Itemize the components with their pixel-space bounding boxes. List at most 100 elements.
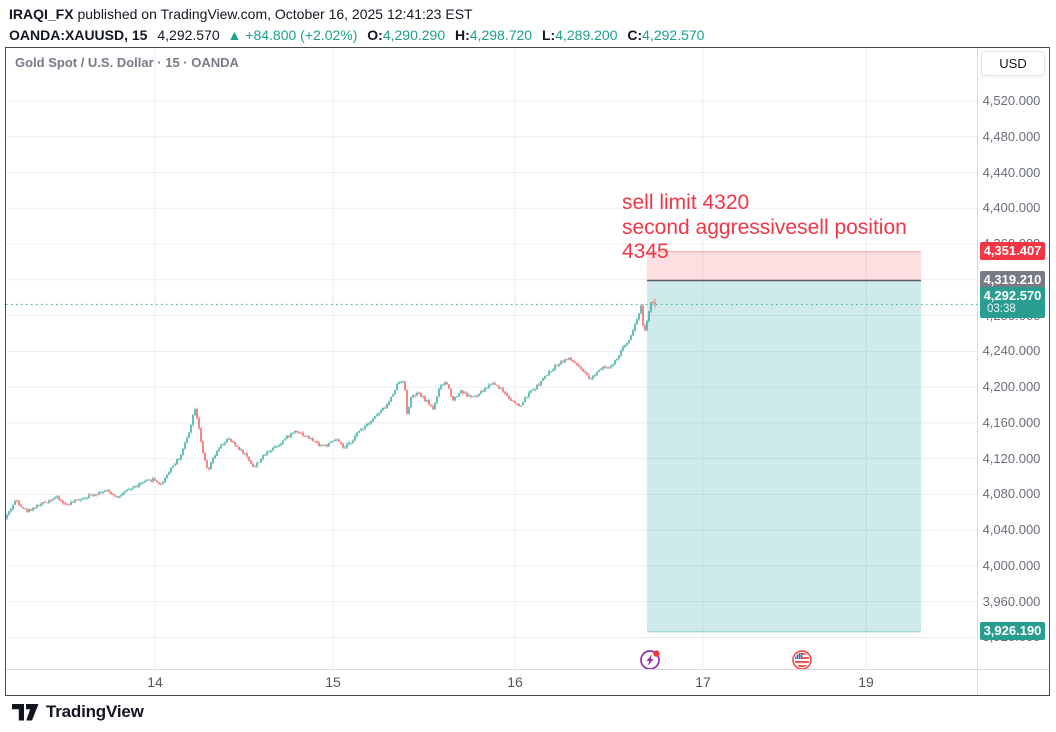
candle-body bbox=[40, 503, 42, 506]
candle-body bbox=[568, 357, 570, 360]
candle-body bbox=[116, 496, 118, 498]
candle-body bbox=[334, 439, 336, 442]
time-axis[interactable]: 14 15 16 17 19 bbox=[6, 669, 977, 695]
candle-body bbox=[518, 403, 520, 407]
candle-body bbox=[224, 442, 226, 445]
economic-event-lightning-icon[interactable] bbox=[640, 650, 660, 669]
candle-wick bbox=[228, 437, 230, 441]
candle-body bbox=[264, 455, 266, 456]
candle-body bbox=[30, 508, 32, 511]
candle-body bbox=[82, 498, 84, 500]
high-value: 4,298.720 bbox=[469, 27, 533, 43]
candle-body bbox=[252, 463, 254, 467]
publisher-line: IRAQI_FX published on TradingView.com, O… bbox=[9, 5, 704, 24]
candle-body bbox=[48, 500, 50, 503]
short-position-profit-zone[interactable] bbox=[647, 280, 921, 632]
candle-body bbox=[316, 441, 318, 443]
candle-body bbox=[496, 384, 498, 386]
candle-body bbox=[70, 501, 72, 505]
candle-body bbox=[320, 445, 322, 447]
candle-body bbox=[544, 375, 546, 379]
candle-body bbox=[244, 453, 246, 455]
candle-body bbox=[214, 455, 216, 459]
candle-body bbox=[322, 445, 324, 447]
symbol-name: OANDA:XAUUSD, 15 bbox=[9, 27, 148, 43]
currency-toggle-button[interactable]: USD bbox=[981, 51, 1045, 76]
candle-body bbox=[644, 325, 646, 331]
economic-event-us-flag-icon[interactable] bbox=[792, 650, 812, 669]
candle-body bbox=[594, 375, 596, 377]
last-price: 4,292.570 bbox=[157, 27, 220, 43]
candle-body bbox=[92, 494, 94, 496]
candle-body bbox=[366, 424, 368, 426]
candle-wick bbox=[322, 444, 324, 446]
candle-body bbox=[254, 466, 256, 468]
price-axis[interactable]: USD 4,520.000 4,480.000 4,440.000 4,400.000… bbox=[977, 48, 1049, 669]
candle-body bbox=[330, 441, 332, 444]
candle-body bbox=[558, 364, 560, 366]
candle-wick bbox=[268, 450, 270, 453]
candle-body bbox=[154, 478, 156, 481]
low-label: L: bbox=[541, 27, 556, 43]
candle-body bbox=[160, 483, 162, 485]
candle-body bbox=[376, 414, 378, 417]
candle-body bbox=[200, 428, 202, 442]
symbol-ohlc-line: OANDA:XAUUSD, 15 4,292.570 ▲ +84.800 (+2… bbox=[9, 26, 704, 45]
candle-body bbox=[186, 437, 188, 443]
candle-body bbox=[76, 499, 78, 501]
chart-pane[interactable]: Gold Spot / U.S. Dollar · 15 · OANDA sel… bbox=[6, 48, 977, 669]
candle-body bbox=[354, 435, 356, 441]
candle-body bbox=[424, 396, 426, 402]
candle-body bbox=[536, 384, 538, 390]
candle-body bbox=[72, 501, 74, 503]
candle-body bbox=[634, 324, 636, 331]
candle-wick bbox=[468, 393, 470, 398]
candle-body bbox=[302, 432, 304, 436]
candle-body bbox=[126, 489, 128, 492]
candle-body bbox=[466, 392, 468, 397]
candle-body bbox=[260, 459, 262, 463]
candle-body bbox=[446, 382, 448, 385]
candle-body bbox=[432, 406, 434, 410]
candle-body bbox=[132, 487, 134, 489]
candle-body bbox=[284, 438, 286, 441]
candle-body bbox=[152, 478, 154, 482]
candle-body bbox=[502, 388, 504, 392]
candle-body bbox=[128, 489, 130, 491]
candle-body bbox=[36, 505, 38, 508]
sell-limit-annotation[interactable]: sell limit 4320 second aggressivesell po… bbox=[622, 191, 907, 265]
candle-body bbox=[292, 432, 294, 434]
candle-body bbox=[386, 404, 388, 409]
price-tick-label: 4,120.000 bbox=[982, 450, 1041, 466]
price-tick-label: 4,520.000 bbox=[982, 93, 1041, 108]
candle-body bbox=[174, 464, 176, 466]
candle-body bbox=[104, 490, 106, 492]
candle-body bbox=[192, 415, 194, 425]
candle-wick bbox=[376, 412, 378, 417]
candle-body bbox=[400, 382, 402, 383]
candle-body bbox=[486, 387, 488, 389]
candle-body bbox=[348, 442, 350, 445]
candle-body bbox=[336, 439, 338, 441]
candle-body bbox=[380, 410, 382, 413]
candle-wick bbox=[72, 500, 74, 503]
tradingview-logo-text[interactable]: TradingView bbox=[46, 702, 144, 721]
candle-body bbox=[124, 491, 126, 493]
short-position-stop-zone[interactable] bbox=[647, 251, 921, 281]
candle-body bbox=[520, 405, 522, 407]
annotation-line-3: 4345 bbox=[622, 240, 669, 263]
candle-body bbox=[510, 398, 512, 401]
candle-body bbox=[304, 435, 306, 437]
candle-body bbox=[240, 449, 242, 451]
candle-body bbox=[582, 368, 584, 372]
candle-body bbox=[202, 441, 204, 453]
candle-body bbox=[162, 482, 164, 484]
candle-body bbox=[578, 364, 580, 367]
candle-body bbox=[490, 384, 492, 386]
candle-body bbox=[572, 360, 574, 362]
candle-wick bbox=[296, 430, 298, 434]
candle-body bbox=[242, 449, 244, 454]
candle-body bbox=[190, 424, 192, 433]
position-price-label: 4,351.407 bbox=[980, 241, 1045, 260]
